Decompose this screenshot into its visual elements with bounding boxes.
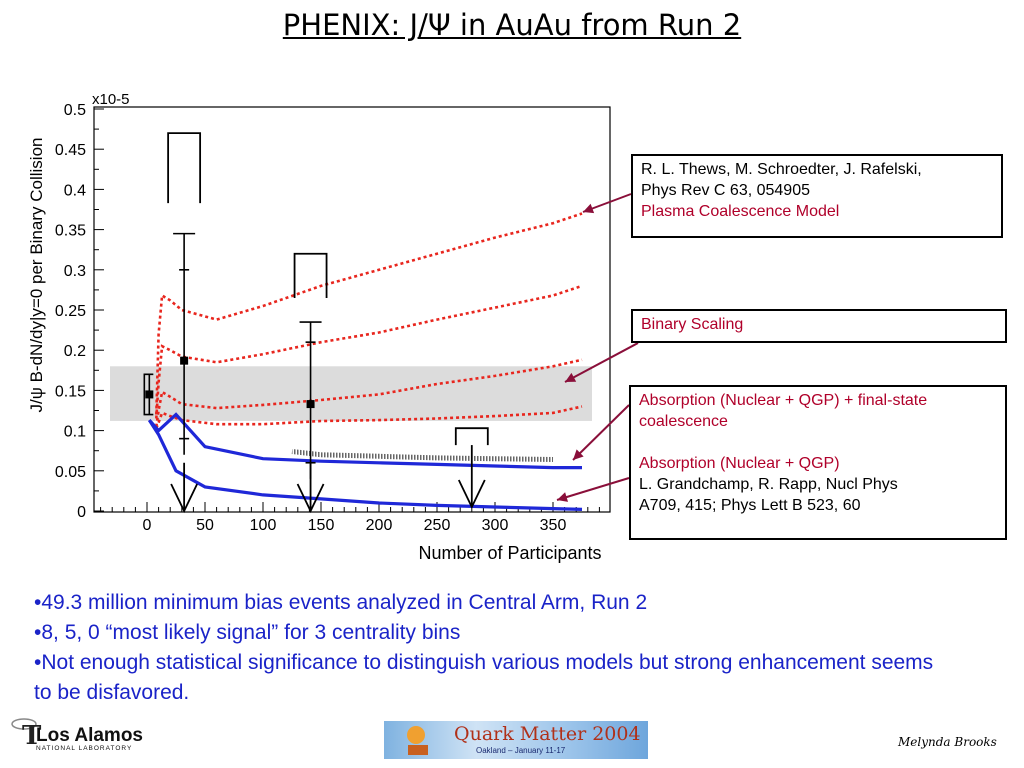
y-tick-label: 0.4 <box>64 182 86 199</box>
grandchamp-annotation-box: Absorption (Nuclear + QGP) + final-state… <box>629 385 1007 540</box>
plot-frame <box>93 106 611 513</box>
model-curve-red-1 <box>155 284 583 419</box>
x-tick-label: 250 <box>424 517 451 534</box>
y-tick-label: 0.1 <box>64 424 86 441</box>
thews-model-label: Plasma Coalescence Model <box>641 203 840 220</box>
y-tick-label: 0.25 <box>55 303 86 320</box>
model-curve-blue-4 <box>148 412 582 470</box>
y-tick-label: 0.15 <box>55 383 86 400</box>
model-curve-red-2 <box>155 358 583 427</box>
model-curve-hatched-6 <box>291 449 554 462</box>
thews-annotation-box: R. L. Thews, M. Schroedter, J. Rafelski,… <box>631 154 1003 238</box>
qm-logo-subtitle: Oakland – January 11-17 <box>476 746 566 755</box>
bullet-item: •Not enough statistical significance to … <box>34 651 934 704</box>
binary-scaling-band <box>110 366 592 421</box>
slide-title: PHENIX: J/Ψ in AuAu from Run 2 <box>282 8 742 42</box>
quark-matter-logo: Quark Matter 2004 Oakland – January 11-1… <box>384 721 648 759</box>
qm-emblem-icon <box>407 726 428 755</box>
y-multiplier-label: x10-5 <box>92 91 130 108</box>
upper-limit-arrowhead <box>457 479 486 510</box>
x-tick-label: 350 <box>540 517 567 534</box>
callout-arrowhead <box>565 372 577 382</box>
svg-text:T: T <box>22 721 42 751</box>
upper-limit-bracket <box>167 132 202 204</box>
author-name: Melynda Brooks <box>898 735 997 749</box>
data-point <box>145 390 154 399</box>
lanl-logo-subtitle: NATIONAL LABORATORY <box>36 745 132 752</box>
jpsi-plot: 0 0.05 0.1 0.15 0.2 0.25 0.3 0.35 0.4 0.45 0.5 0 50 1… <box>27 91 639 563</box>
data-point <box>306 400 315 409</box>
grandchamp-reference-line1: L. Grandchamp, R. Rapp, Nucl Phys <box>639 476 898 493</box>
model-curve-red-0 <box>155 212 583 415</box>
x-axis-label: Number of Participants <box>418 543 601 563</box>
upper-limit-arrowhead <box>170 483 198 514</box>
x-tick-label: 50 <box>196 517 214 534</box>
binary-scaling-box: Binary Scaling <box>631 309 1007 343</box>
y-tick-label: 0.5 <box>64 102 86 119</box>
absorption-label: Absorption (Nuclear + QGP) <box>639 455 840 472</box>
y-tick-label: 0.35 <box>55 223 86 240</box>
lanl-logo-title: Los Alamos <box>36 725 143 746</box>
upper-limit-arrowhead <box>296 483 325 514</box>
bullet-item: •49.3 million minimum bias events analyz… <box>34 591 648 614</box>
data-point <box>180 356 189 365</box>
y-tick-label: 0.05 <box>55 464 86 481</box>
y-tick-label: 0.45 <box>55 142 86 159</box>
model-curve-blue-5 <box>147 419 583 511</box>
callout-arrow-line <box>556 477 630 501</box>
los-alamos-logo: T Los Alamos NATIONAL LABORATORY <box>11 718 143 752</box>
x-tick-label: 0 <box>143 517 152 534</box>
x-tick-label: 300 <box>482 517 509 534</box>
thews-reference-line1: R. L. Thews, M. Schroedter, J. Rafelski, <box>641 161 922 178</box>
x-tick-label: 100 <box>250 517 277 534</box>
callout-arrowhead <box>573 449 584 460</box>
bullet-item: •8, 5, 0 “most likely signal” for 3 cent… <box>34 621 461 644</box>
y-axis-label: J/ψ B-dN/dy|y=0 per Binary Collision <box>27 138 46 413</box>
x-tick-label: 200 <box>366 517 393 534</box>
callout-arrowhead <box>557 492 569 502</box>
callout-arrowhead <box>583 203 595 214</box>
grandchamp-reference-line2: A709, 415; Phys Lett B 523, 60 <box>639 497 861 514</box>
x-tick-label: 150 <box>308 517 335 534</box>
callout-arrow-line <box>564 342 639 383</box>
systematic-error-bracket <box>143 373 154 416</box>
binary-scaling-label: Binary Scaling <box>641 316 744 333</box>
callout-arrow-line <box>572 404 630 461</box>
y-tick-label: 0.2 <box>64 343 86 360</box>
qm-logo-title: Quark Matter 2004 <box>454 723 641 745</box>
absorption-coalescence-label: Absorption (Nuclear + QGP) + final-state… <box>639 392 928 430</box>
model-curve-red-3 <box>155 405 583 429</box>
y-tick-label: 0.3 <box>64 263 86 280</box>
upper-limit-bracket <box>454 427 489 446</box>
thews-reference-line2: Phys Rev C 63, 054905 <box>641 182 810 199</box>
y-tick-label: 0 <box>77 504 86 521</box>
upper-limit-bracket <box>293 252 328 298</box>
bullet-list: •49.3 million minimum bias events analyz… <box>34 588 934 708</box>
